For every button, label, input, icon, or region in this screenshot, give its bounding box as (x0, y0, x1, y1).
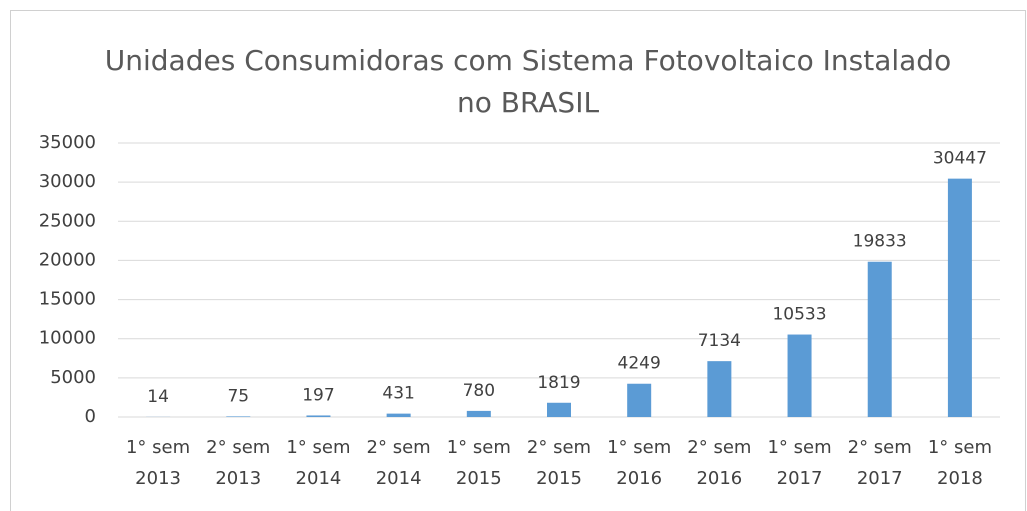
data-label: 4249 (618, 354, 661, 374)
data-label: 197 (302, 385, 334, 405)
data-label: 14 (147, 387, 169, 407)
bar (466, 410, 491, 417)
bar (707, 361, 732, 417)
data-label: 431 (382, 384, 414, 404)
x-tick-label: 2° sem 2015 (526, 437, 592, 489)
y-tick-label: 0 (85, 406, 96, 427)
x-tick-label: 1° sem 2018 (927, 437, 992, 489)
data-label: 30447 (933, 149, 987, 169)
bar (386, 413, 411, 417)
data-label: 1819 (537, 373, 580, 393)
chart-frame (10, 10, 1026, 511)
x-tick-label: 2° sem 2016 (687, 437, 752, 489)
x-tick-label: 1° sem 2015 (446, 437, 511, 489)
bar (226, 416, 251, 417)
y-tick-label: 30000 (39, 171, 96, 192)
x-tick-label: 1° sem 2013 (125, 437, 191, 489)
y-tick-label: 10000 (39, 328, 96, 349)
y-tick-label: 35000 (39, 132, 96, 153)
x-tick-label: 2° sem 2013 (206, 437, 271, 489)
y-tick-label: 15000 (39, 289, 96, 310)
y-tick-label: 25000 (39, 210, 96, 231)
chart-title: Unidades Consumidoras com Sistema Fotovo… (104, 44, 952, 119)
data-label: 10533 (772, 305, 826, 325)
bar (787, 334, 812, 417)
bar (306, 415, 331, 417)
y-tick-label: 20000 (39, 249, 96, 270)
bar (867, 261, 892, 417)
x-tick-label: 2° sem 2017 (847, 437, 912, 489)
bar (547, 402, 571, 417)
bar (627, 383, 652, 417)
y-tick-label: 5000 (50, 367, 96, 388)
data-label: 780 (463, 381, 495, 401)
bar (947, 178, 972, 417)
x-tick-label: 2° sem 2014 (366, 437, 431, 489)
data-label: 19833 (853, 232, 907, 252)
data-label: 75 (227, 386, 249, 406)
x-tick-label: 1° sem 2014 (286, 437, 351, 489)
x-tick-label: 1° sem 2017 (767, 437, 832, 489)
data-label: 7134 (698, 331, 741, 351)
x-tick-label: 1° sem 2016 (607, 437, 672, 489)
